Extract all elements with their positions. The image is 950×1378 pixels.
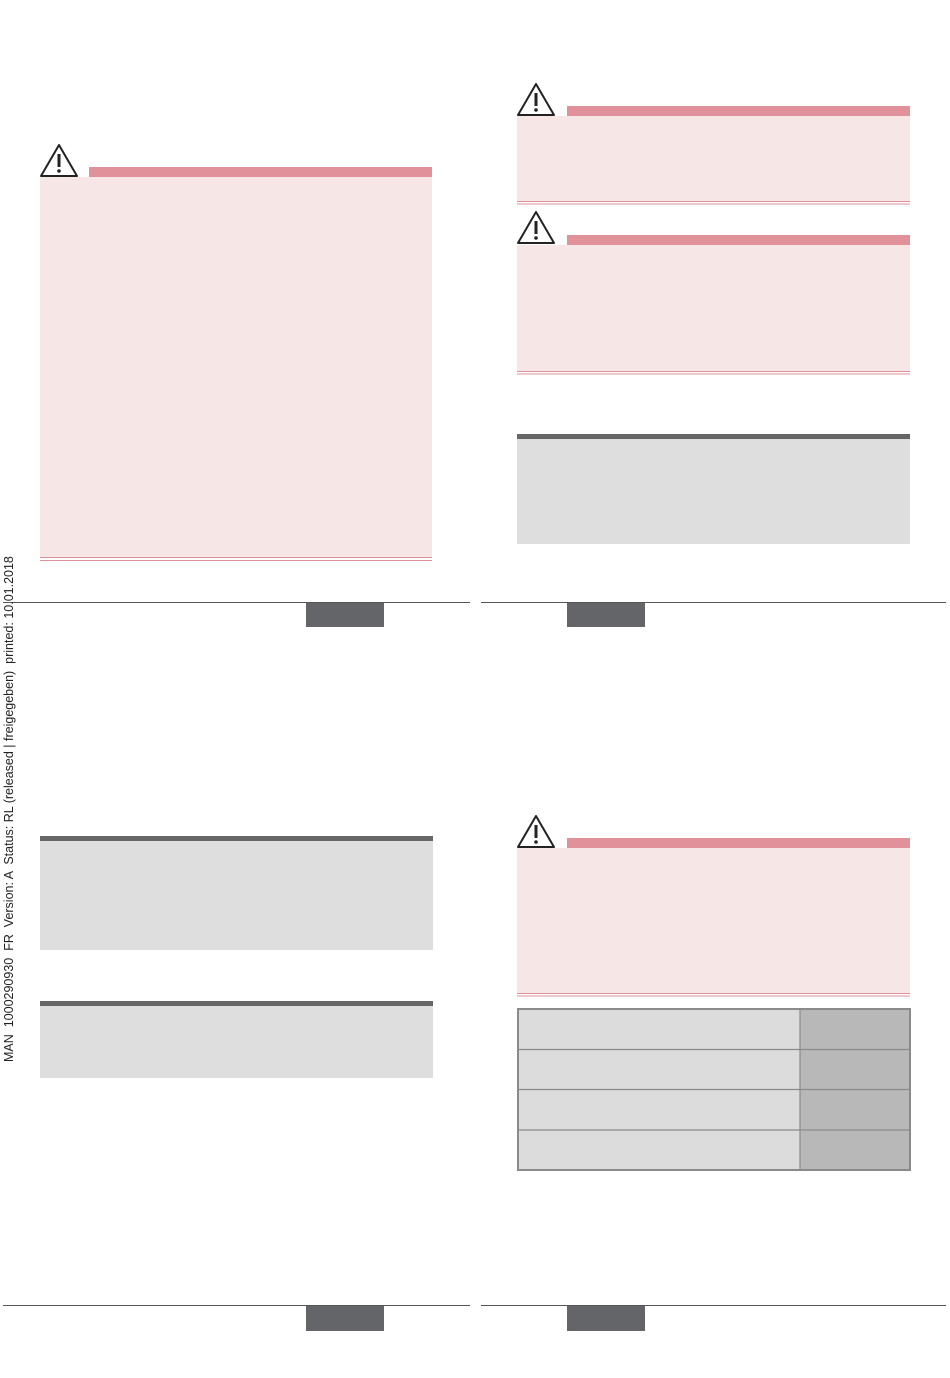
warning-block	[40, 144, 432, 561]
margin-label: MAN 1000290930 FR Version: A Status: RL …	[2, 556, 16, 1062]
page-footer	[3, 602, 946, 1331]
warning-block	[517, 83, 910, 205]
warning-block	[517, 211, 910, 375]
note-block	[40, 1001, 433, 1078]
note-block	[517, 434, 910, 544]
table	[517, 1008, 911, 1171]
warning-block	[517, 815, 910, 997]
note-block	[40, 836, 433, 950]
